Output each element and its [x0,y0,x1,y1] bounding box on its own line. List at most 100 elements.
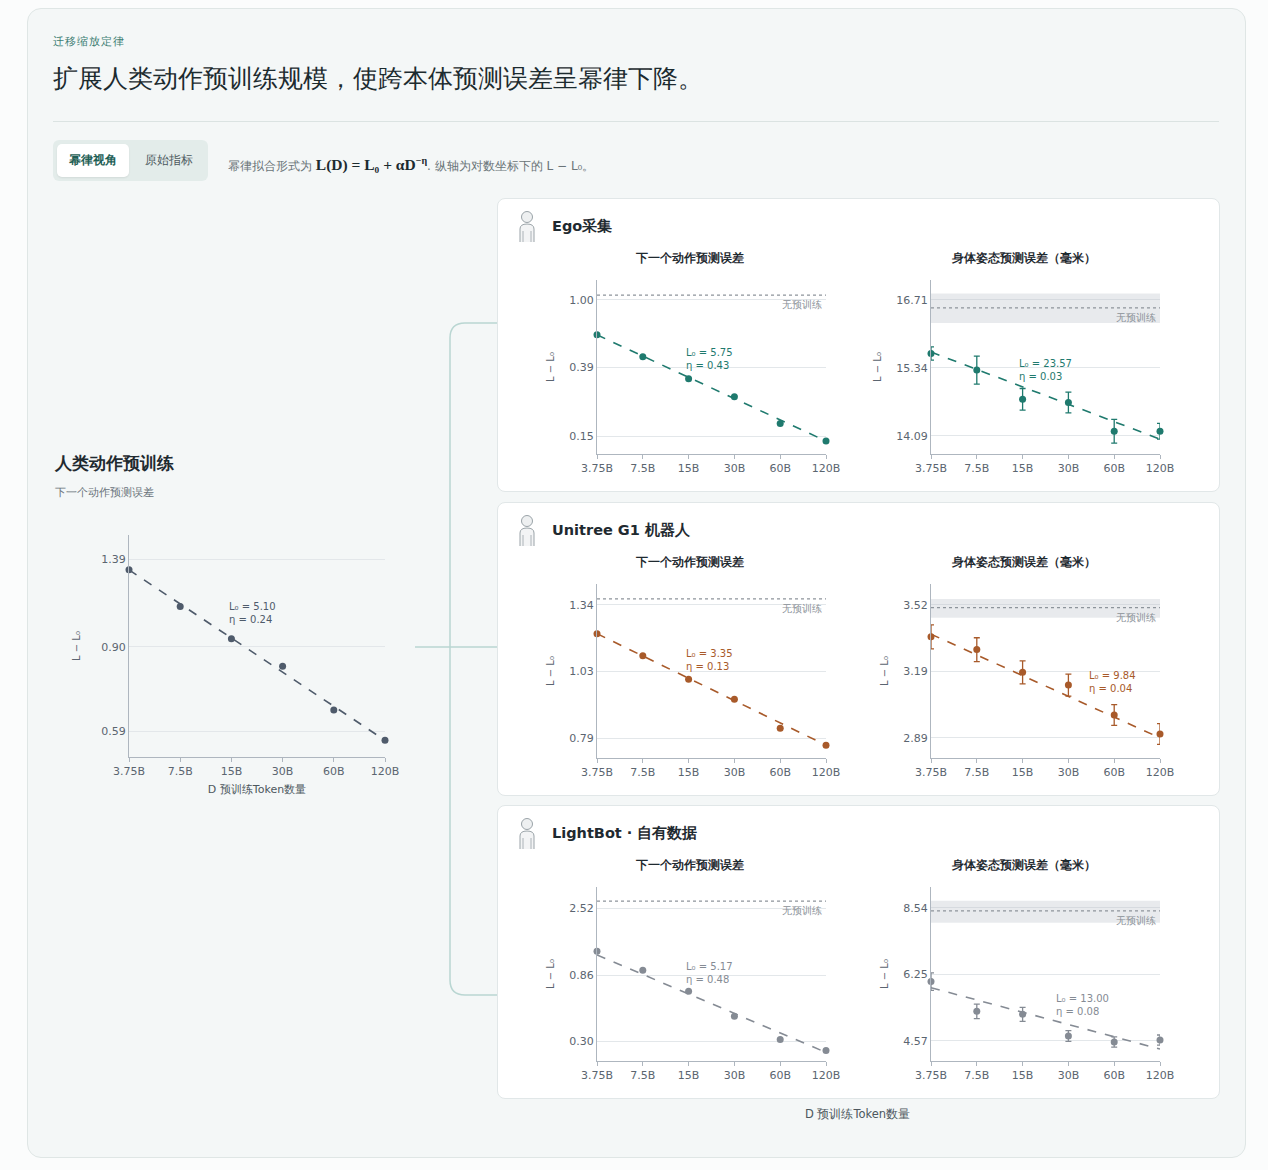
svg-text:15B: 15B [678,766,700,779]
svg-text:30B: 30B [724,1069,746,1082]
svg-text:30B: 30B [1058,1069,1080,1082]
svg-text:D 预训练Token数量: D 预训练Token数量 [208,783,306,796]
svg-text:下一个动作预测误差: 下一个动作预测误差 [635,555,744,569]
svg-text:7.5B: 7.5B [964,766,989,779]
svg-text:下一个动作预测误差: 下一个动作预测误差 [635,251,744,265]
svg-text:L₀ = 3.35η = 0.13: L₀ = 3.35η = 0.13 [686,648,733,672]
svg-text:L₀ = 5.10η = 0.24: L₀ = 5.10η = 0.24 [229,601,276,625]
svg-text:14.09: 14.09 [896,430,928,443]
svg-text:L₀ = 23.57η = 0.03: L₀ = 23.57η = 0.03 [1019,358,1072,382]
svg-text:无预训练: 无预训练 [782,603,822,614]
svg-text:3.19: 3.19 [903,665,928,678]
svg-text:L − L₀: L − L₀ [71,631,82,661]
svg-text:16.71: 16.71 [896,294,928,307]
svg-text:L − L₀: L − L₀ [545,959,556,989]
html-text:LightBot · 自有数据: LightBot · 自有数据 [552,825,698,841]
html-text:Ego采集: Ego采集 [552,218,613,234]
html-text:迁移缩放定律: 迁移缩放定律 [53,35,125,48]
svg-text:60B: 60B [1103,462,1125,475]
svg-text:120B: 120B [812,766,841,779]
html-text:Unitree G1 机器人: Unitree G1 机器人 [552,522,690,538]
svg-text:120B: 120B [371,765,400,778]
svg-text:120B: 120B [1146,462,1175,475]
svg-text:L − L₀: L − L₀ [545,352,556,382]
svg-text:3.75B: 3.75B [915,462,947,475]
svg-text:15B: 15B [1012,462,1034,475]
svg-text:0.59: 0.59 [101,725,126,738]
svg-text:60B: 60B [769,462,791,475]
svg-text:0.30: 0.30 [569,1035,594,1048]
svg-text:身体姿态预测误差（毫米）: 身体姿态预测误差（毫米） [951,555,1096,569]
svg-text:3.75B: 3.75B [581,462,613,475]
svg-text:无预训练: 无预训练 [782,299,822,310]
svg-text:3.75B: 3.75B [581,766,613,779]
svg-text:L − L₀: L − L₀ [545,656,556,686]
svg-text:15.34: 15.34 [896,362,928,375]
svg-text:7.5B: 7.5B [630,1069,655,1082]
svg-text:L − L₀: L − L₀ [879,656,890,686]
svg-text:3.75B: 3.75B [915,1069,947,1082]
svg-text:60B: 60B [769,1069,791,1082]
svg-text:30B: 30B [724,766,746,779]
svg-text:7.5B: 7.5B [630,766,655,779]
svg-text:1.34: 1.34 [569,599,594,612]
svg-text:无预训练: 无预训练 [782,905,822,916]
svg-text:15B: 15B [221,765,243,778]
svg-text:60B: 60B [323,765,345,778]
svg-text:无预训练: 无预训练 [1116,312,1156,323]
svg-text:0.86: 0.86 [569,969,594,982]
svg-text:60B: 60B [1103,1069,1125,1082]
svg-text:1.03: 1.03 [569,665,594,678]
svg-text:60B: 60B [769,766,791,779]
svg-text:120B: 120B [1146,766,1175,779]
svg-text:15B: 15B [678,462,700,475]
svg-text:0.39: 0.39 [569,361,594,374]
svg-text:3.52: 3.52 [903,599,928,612]
svg-text:无预训练: 无预训练 [1116,915,1156,926]
svg-text:120B: 120B [1146,1069,1175,1082]
svg-text:L − L₀: L − L₀ [879,959,890,989]
svg-text:7.5B: 7.5B [964,462,989,475]
svg-text:120B: 120B [812,1069,841,1082]
svg-text:7.5B: 7.5B [168,765,193,778]
svg-text:L₀ = 9.84η = 0.04: L₀ = 9.84η = 0.04 [1089,670,1136,694]
svg-text:2.89: 2.89 [903,732,928,745]
html-text:扩展人类动作预训练规模，使跨本体预测误差呈幂律下降。: 扩展人类动作预训练规模，使跨本体预测误差呈幂律下降。 [53,64,703,93]
svg-text:无预训练: 无预训练 [1116,612,1156,623]
svg-text:4.57: 4.57 [903,1035,928,1048]
svg-text:8.54: 8.54 [903,902,928,915]
svg-text:L₀ = 5.17η = 0.48: L₀ = 5.17η = 0.48 [686,961,733,985]
svg-text:0.79: 0.79 [569,732,594,745]
svg-text:L₀ = 13.00η = 0.08: L₀ = 13.00η = 0.08 [1056,993,1109,1017]
svg-text:下一个动作预测误差: 下一个动作预测误差 [635,858,744,872]
html-text:人类动作预训练: 人类动作预训练 [55,453,174,473]
svg-text:0.15: 0.15 [569,430,594,443]
svg-text:0.90: 0.90 [101,641,126,654]
svg-text:30B: 30B [1058,766,1080,779]
svg-text:L₀ = 5.75η = 0.43: L₀ = 5.75η = 0.43 [686,347,733,371]
html-text:幂律视角: 幂律视角 [69,153,117,167]
svg-text:L − L₀: L − L₀ [872,352,883,382]
svg-text:1.39: 1.39 [101,553,126,566]
svg-text:30B: 30B [1058,462,1080,475]
html-text:D 预训练Token数量: D 预训练Token数量 [804,1107,911,1121]
svg-text:身体姿态预测误差（毫米）: 身体姿态预测误差（毫米） [951,251,1096,265]
svg-text:身体姿态预测误差（毫米）: 身体姿态预测误差（毫米） [951,858,1096,872]
svg-text:7.5B: 7.5B [964,1069,989,1082]
svg-text:60B: 60B [1103,766,1125,779]
svg-text:3.75B: 3.75B [915,766,947,779]
svg-text:30B: 30B [724,462,746,475]
svg-text:15B: 15B [1012,1069,1034,1082]
html-text:原始指标: 原始指标 [145,153,193,167]
svg-text:3.75B: 3.75B [581,1069,613,1082]
html-text:幂律拟合形式为L(D) = L₀ + αD−η. 纵轴为对数: 幂律拟合形式为L(D) = L₀ + αD−η. 纵轴为对数坐标下的 L − L… [228,155,595,174]
svg-text:1.00: 1.00 [569,294,594,307]
svg-text:6.25: 6.25 [903,968,928,981]
svg-text:2.52: 2.52 [569,902,594,915]
svg-text:15B: 15B [678,1069,700,1082]
svg-text:7.5B: 7.5B [630,462,655,475]
svg-text:3.75B: 3.75B [113,765,145,778]
svg-text:30B: 30B [272,765,294,778]
svg-text:120B: 120B [812,462,841,475]
svg-text:15B: 15B [1012,766,1034,779]
